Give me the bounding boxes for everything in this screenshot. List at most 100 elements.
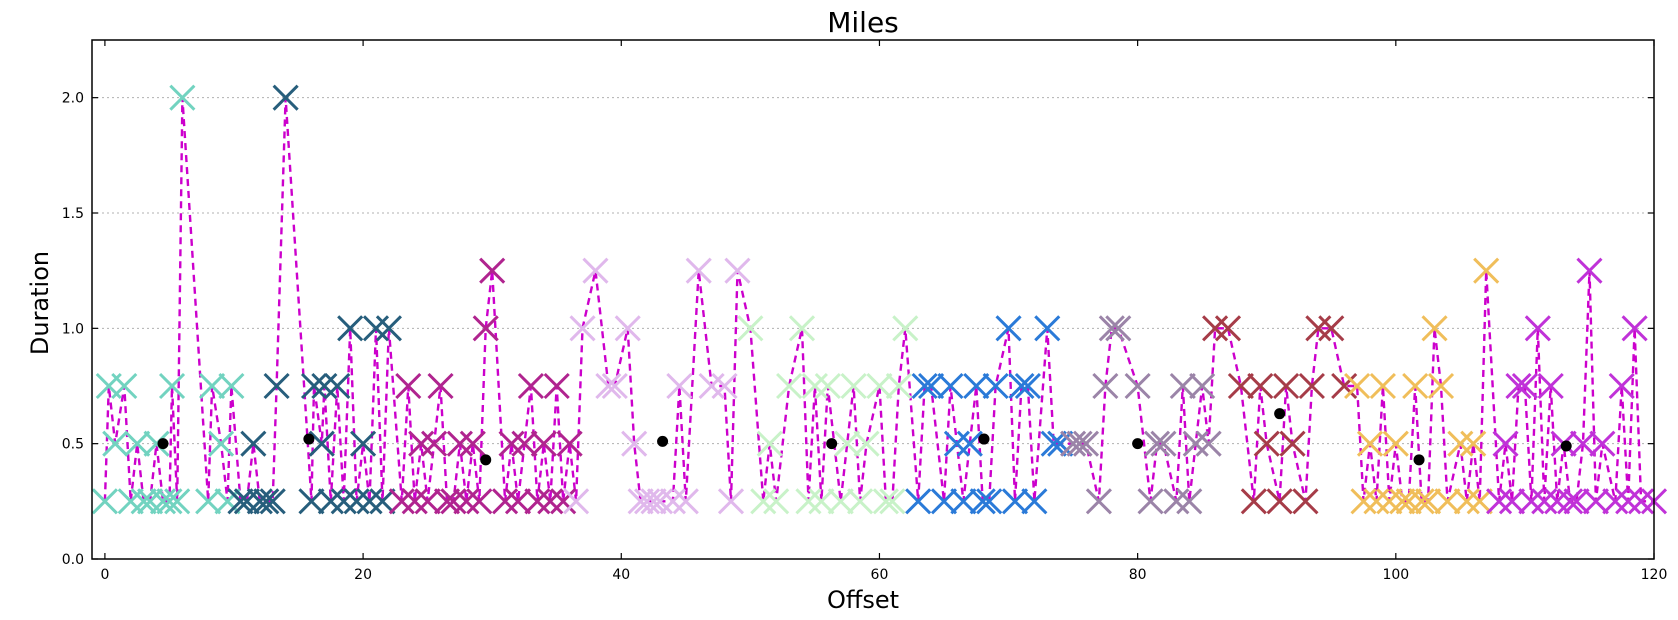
x-marker-point [1511, 372, 1538, 400]
x-marker-point [1518, 488, 1545, 515]
x-marker-point [1589, 430, 1616, 457]
x-marker-point [1008, 372, 1035, 400]
x-marker-point [614, 315, 641, 342]
x-marker-point [1137, 488, 1164, 515]
x-marker-point [582, 257, 609, 284]
x-marker-point [350, 430, 377, 457]
x-marker-point [1563, 488, 1590, 515]
x-marker-point [117, 488, 144, 515]
x-marker-point [517, 372, 544, 400]
grid-layer [92, 97, 1654, 445]
x-marker-point [300, 372, 328, 400]
x-marker-point [756, 430, 783, 457]
x-marker-point [1092, 372, 1119, 400]
x-marker-point [1395, 488, 1422, 515]
x-marker-point [672, 488, 699, 515]
x-marker-point [253, 488, 280, 515]
x-marker-point [498, 430, 525, 457]
x-marker-point [1105, 315, 1132, 342]
x-marker-point [1421, 315, 1448, 342]
x-marker-point [195, 488, 222, 515]
x-marker-point [511, 430, 538, 457]
x-marker-point [1098, 315, 1125, 342]
x-marker-point [492, 488, 519, 515]
x-marker-point [1298, 372, 1325, 400]
x-marker-point [1498, 488, 1526, 515]
x-marker-point [776, 372, 803, 400]
x-marker-point [905, 488, 932, 515]
tick-layer: 0.0 0.5 1.0 1.5 2.0 0 20 40 60 80 100 120 [62, 40, 1668, 583]
x-marker-point [1356, 430, 1384, 457]
x-marker-point [1227, 372, 1254, 400]
x-marker-point [621, 430, 648, 457]
x-marker-point [563, 488, 590, 515]
x-marker-point [950, 488, 977, 515]
x-marker-point [1576, 257, 1603, 284]
x-marker-point [866, 372, 893, 400]
x-marker-point [1505, 372, 1532, 400]
x-marker-point [827, 488, 854, 515]
x-marker-point [1376, 488, 1403, 515]
y-tick-label: 0.0 [62, 552, 84, 568]
x-marker-point [1072, 430, 1100, 457]
x-marker-point [808, 488, 835, 515]
x-marker-point [164, 488, 191, 515]
x-marker-point [453, 488, 480, 515]
x-marker-point [763, 488, 790, 515]
x-marker-point [627, 488, 654, 515]
x-marker-point [1085, 488, 1112, 515]
series-line [103, 97, 1654, 503]
x-marker-point [227, 488, 254, 515]
connecting-line-layer [103, 97, 1654, 503]
x-marker-point [1273, 372, 1300, 400]
x-marker-point [1608, 372, 1635, 400]
x-marker-point [414, 488, 441, 515]
x-marker-point [214, 488, 241, 515]
y-axis-label: Duration [26, 251, 54, 355]
x-marker-point [737, 315, 764, 342]
x-tick-label: 80 [1129, 567, 1147, 583]
x-marker-point [1176, 488, 1203, 515]
x-marker-point [272, 84, 299, 111]
x-marker-point [1427, 372, 1455, 400]
x-tick-label: 120 [1641, 567, 1668, 583]
x-marker-point [834, 430, 861, 457]
x-marker-point [421, 430, 448, 457]
x-marker-point [317, 488, 344, 515]
mean-dot [157, 438, 169, 450]
x-tick-label: 60 [871, 567, 889, 583]
x-marker-point [130, 488, 157, 515]
x-marker-point [208, 430, 235, 457]
x-marker-point [1615, 488, 1642, 515]
x-marker-point [91, 488, 118, 515]
y-tick-label: 1.5 [62, 206, 84, 222]
x-marker-point [1628, 488, 1655, 515]
x-marker-point [446, 430, 473, 457]
x-marker-point [1402, 372, 1429, 400]
x-marker-point [1350, 488, 1377, 515]
x-marker-point [918, 372, 945, 400]
x-marker-point [1447, 430, 1474, 457]
x-marker-point [840, 372, 867, 400]
x-marker-point [1544, 488, 1571, 515]
x-tick-label: 40 [612, 567, 630, 583]
x-marker-point [233, 488, 260, 515]
y-tick-label: 2.0 [62, 91, 84, 107]
x-marker-point [685, 257, 712, 284]
x-marker-point [1014, 372, 1041, 400]
x-marker-point [504, 488, 532, 515]
x-marker-point [982, 372, 1009, 400]
x-marker-point [698, 372, 725, 400]
x-marker-point [1143, 430, 1171, 457]
x-marker-point [137, 488, 164, 515]
x-marker-point [1434, 488, 1461, 515]
x-marker-point [433, 488, 461, 515]
mean-dot [978, 433, 990, 445]
x-marker-point [124, 430, 151, 457]
x-marker-point [788, 315, 816, 342]
x-marker-point [943, 430, 970, 457]
x-marker-point [440, 488, 467, 515]
x-marker-point [724, 257, 751, 284]
x-marker-point [634, 488, 661, 515]
x-marker-point [218, 372, 245, 400]
